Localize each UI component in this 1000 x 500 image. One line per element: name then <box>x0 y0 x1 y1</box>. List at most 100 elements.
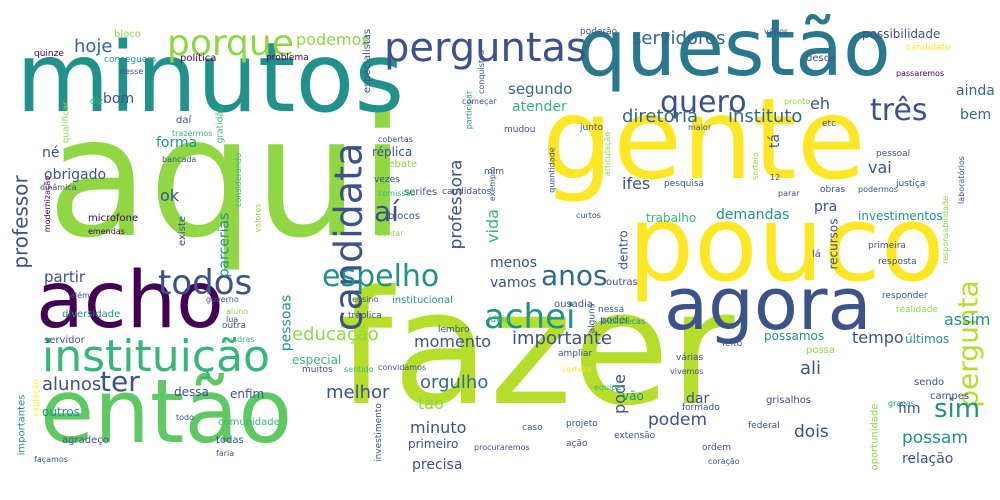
word-muitos: muitos <box>302 365 333 375</box>
word-bem: bem <box>960 107 992 123</box>
word-valores: valores <box>253 203 263 233</box>
word-certeza: certeza <box>562 365 592 374</box>
word-educacao: educação <box>292 324 379 345</box>
word-eh: eh <box>810 94 830 113</box>
word-ta: tá <box>767 133 784 149</box>
word-aluno: aluno <box>226 307 249 316</box>
word-varios: vários <box>764 27 789 36</box>
word-dessa: dessa <box>174 385 209 399</box>
word-institucional: institucional <box>392 295 453 306</box>
word-varias: várias <box>676 353 704 363</box>
word-dentro: dentro <box>616 230 631 270</box>
word-pessoas: pessoas <box>278 294 295 352</box>
word-blocos: blocos <box>388 211 421 222</box>
word-conquistou: conquistou <box>477 49 487 95</box>
word-assim: assim <box>944 310 991 329</box>
word-instituicao: instituição <box>42 331 270 382</box>
word-investimento: investimento <box>373 403 384 462</box>
word-facamos: façamos <box>34 455 68 464</box>
word-ampliar: ampliar <box>558 349 593 359</box>
word-acho: acho <box>36 256 224 346</box>
word-parcerias: parcerias <box>216 212 233 278</box>
word-professor: professor <box>8 175 33 269</box>
word-diversidade: diversidade <box>62 309 121 320</box>
word-outras: outras <box>606 277 638 288</box>
word-captacao: captação <box>31 379 41 417</box>
word-tres: três <box>870 93 928 128</box>
word-todo: todo <box>176 413 195 422</box>
word-ideia: ideia <box>488 315 510 325</box>
word-cobertas: cobertas <box>378 135 413 144</box>
word-etc: etc <box>822 119 837 129</box>
word-agora: agora <box>664 262 872 346</box>
word-mim: mim <box>484 167 505 177</box>
word-vamos: vamos <box>490 275 537 291</box>
word-emendas: emendas <box>88 227 125 236</box>
word-quinze: quinze <box>34 49 64 59</box>
word-conseguem: conseguem <box>104 55 157 65</box>
word-poder: poder <box>600 315 630 326</box>
word-questao: questão <box>577 4 891 94</box>
word-faria: faria <box>216 449 235 458</box>
word-ai: aí <box>374 195 399 228</box>
word-projeto: projeto <box>566 419 598 429</box>
word-nessa: nessa <box>598 305 625 315</box>
word-possibilidade: possibilidade <box>862 27 941 41</box>
word-alunos: alunos <box>42 374 102 395</box>
word-pergunta: pergunta <box>951 280 985 408</box>
word-laboratorios: laboratórios <box>956 156 966 204</box>
word-importantes: importantes <box>16 394 28 456</box>
word-recursos: recursos <box>826 218 841 270</box>
word-serifes: serifes <box>404 187 438 198</box>
word-sorteio: sorteio <box>750 152 760 180</box>
word-forma: forma <box>156 135 198 151</box>
word-sentar: sentar <box>378 229 404 238</box>
word-convidamos: convidamos <box>378 363 427 372</box>
word-hoje: hoje <box>74 36 113 57</box>
word-sentido: sentido <box>344 365 374 374</box>
word-gratidao: gratidão <box>215 105 226 144</box>
word-podemos: podemos <box>296 30 370 49</box>
word-candidatos: candidatos <box>442 187 492 197</box>
word-investimentos: investimentos <box>858 209 943 223</box>
word-quadras: quadras <box>222 335 255 344</box>
word-tao: tão <box>418 394 444 413</box>
word-comecar: começar <box>462 97 497 106</box>
word-la: lá <box>812 249 821 260</box>
word-espelho: espelho <box>322 259 440 294</box>
word-caso: caso <box>522 423 543 433</box>
word-acao: ação <box>566 439 588 449</box>
word-partir: partir <box>44 268 86 286</box>
word-especialistas: especialistas <box>362 28 374 94</box>
word-tempo: tempo <box>852 328 904 347</box>
word-desse: desse <box>120 67 144 76</box>
word-extensao: extensão <box>614 431 656 441</box>
word-lembro: lembro <box>438 325 470 335</box>
word-demandas: demandas <box>716 207 790 223</box>
word-gente: gente <box>542 75 866 205</box>
word-quero: quero <box>660 85 747 120</box>
word-pouco: pouco <box>628 183 945 305</box>
word-trabalho: trabalho <box>646 211 697 225</box>
word-segundo: segundo <box>508 80 573 98</box>
word-enfim: enfim <box>230 387 265 401</box>
word-problema: problema <box>266 53 309 63</box>
word-primeiro: primeiro <box>408 437 459 451</box>
word-minuto: minuto <box>410 418 467 437</box>
word-feito: feito <box>722 339 743 349</box>
word-minutos: minutos <box>16 22 405 134</box>
word-obrigado: obrigado <box>44 167 107 183</box>
word-politica: política <box>180 53 217 64</box>
word-lua: lua <box>226 315 239 324</box>
word-oportunidade: oportunidade <box>869 403 881 471</box>
word-orgulho: orgulho <box>420 372 489 393</box>
word-atender: atender <box>512 99 567 115</box>
word-gracas: graças <box>888 399 915 408</box>
word-pesquisa: pesquisa <box>664 179 705 189</box>
word-responsabilidade: responsabilidade <box>941 195 951 265</box>
word-entao: então <box>40 360 293 463</box>
word-instituto: instituto <box>728 106 803 127</box>
word-porque: porque <box>167 23 294 64</box>
word-ali: ali <box>800 358 822 379</box>
